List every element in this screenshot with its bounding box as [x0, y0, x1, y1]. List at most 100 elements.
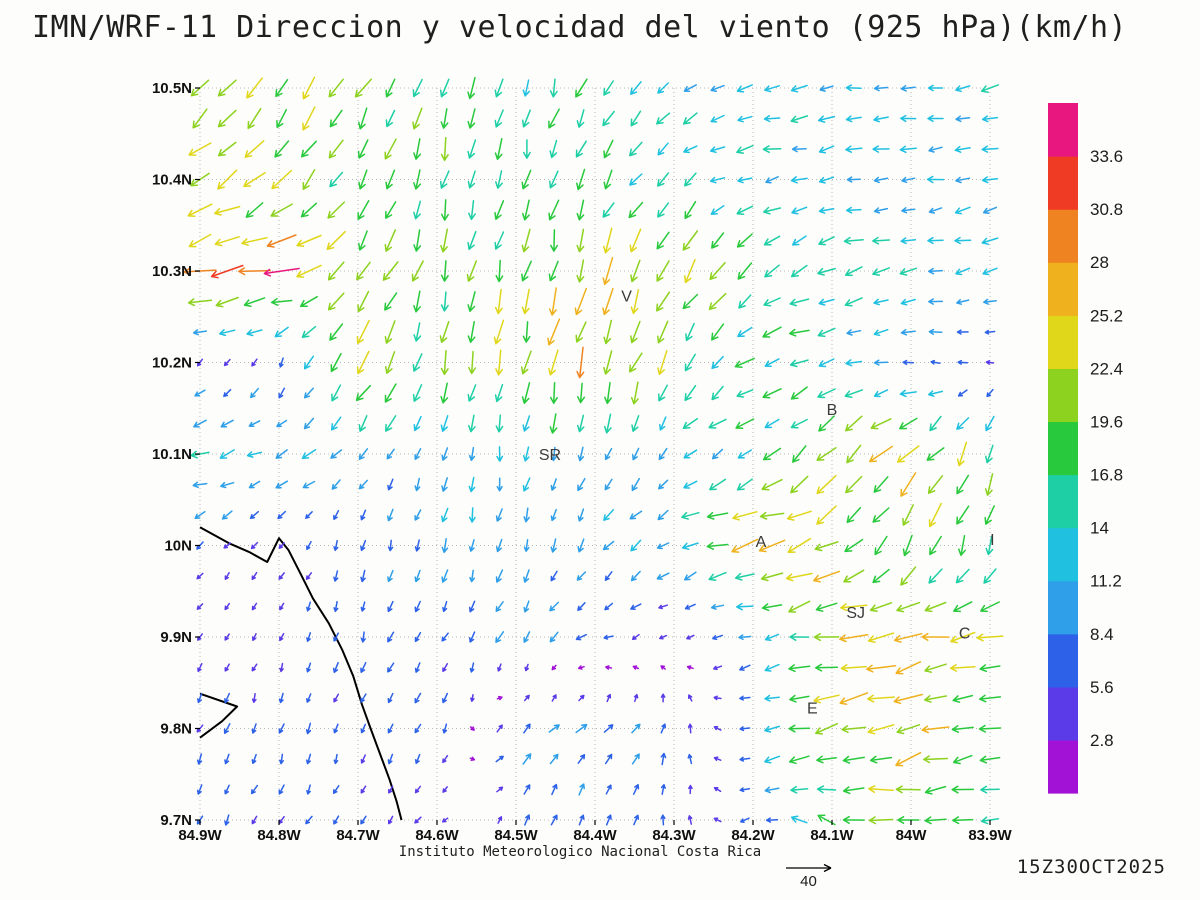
wind-arrow [709, 261, 726, 281]
wind-arrow [737, 262, 753, 280]
wind-arrow [468, 600, 476, 613]
x-tick-label: 84.5W [494, 827, 538, 844]
wind-arrow [709, 146, 726, 154]
wind-arrow [839, 634, 869, 643]
wind-arrow [899, 145, 917, 154]
wind-arrow [950, 631, 976, 644]
wind-arrow [602, 110, 615, 127]
wind-arrow [927, 475, 944, 494]
wind-arrow [956, 417, 970, 430]
wind-arrow [196, 603, 204, 610]
wind-arrow [816, 505, 837, 525]
wind-arrow [357, 200, 370, 220]
wind-arrow [306, 632, 312, 642]
wind-arrow [248, 480, 261, 489]
wind-arrow [496, 446, 504, 462]
wind-arrow [251, 663, 258, 672]
wind-arrow [764, 633, 780, 642]
wind-arrow [978, 724, 1002, 733]
wind-arrow [954, 145, 971, 153]
wind-arrow [816, 755, 837, 764]
wind-arrow [605, 814, 612, 826]
wind-arrow [522, 79, 531, 97]
wind-arrow [984, 505, 995, 525]
wind-arrow [251, 602, 258, 611]
wind-arrow [414, 631, 422, 643]
wind-arrow [949, 663, 976, 672]
wind-arrow [603, 169, 613, 190]
wind-arrow [270, 297, 293, 306]
wind-arrow [896, 445, 920, 463]
chart-title: IMN/WRF-11 Direccion y velocidad del vie… [32, 10, 1128, 45]
wind-arrow [303, 387, 314, 399]
wind-arrow [467, 139, 477, 159]
wind-arrow [302, 169, 316, 190]
wind-arrow [442, 786, 448, 793]
wind-arrow [246, 451, 263, 458]
wind-arrow [333, 632, 340, 642]
wind-arrow [873, 328, 889, 337]
wind-arrow [656, 291, 671, 312]
wind-arrow [683, 480, 698, 489]
wind-arrow [658, 384, 668, 402]
wind-arrow [986, 388, 994, 398]
wind-arrow [412, 78, 423, 98]
wind-arrow [549, 170, 559, 189]
wind-arrow [278, 357, 284, 368]
wind-arrow [187, 298, 213, 307]
wind-arrow [224, 692, 231, 704]
wind-arrow [387, 539, 394, 552]
wind-arrow [872, 507, 890, 523]
wind-arrow [985, 535, 994, 556]
wind-arrow [496, 786, 504, 793]
wind-arrow [274, 140, 290, 158]
wind-arrow [385, 415, 397, 432]
wind-arrow [442, 723, 448, 734]
wind-arrow [575, 321, 587, 343]
wind-arrow [210, 264, 244, 279]
wind-arrow [495, 170, 503, 189]
wind-arrow [467, 384, 477, 402]
wind-arrow [845, 475, 863, 494]
wind-arrow [575, 78, 588, 98]
wind-arrow [214, 205, 241, 216]
wind-arrow [360, 509, 367, 521]
wind-arrow [302, 480, 316, 489]
wind-arrow [708, 292, 727, 311]
wind-arrow [602, 202, 615, 218]
wind-arrow [387, 662, 395, 673]
wind-arrow [762, 388, 782, 399]
wind-arrow [739, 787, 751, 793]
wind-arrow [299, 295, 318, 308]
wind-arrow [736, 233, 753, 248]
wind-arrow [413, 138, 422, 160]
wind-arrow [706, 511, 729, 520]
wind-arrow [223, 358, 231, 367]
wind-arrow [220, 419, 234, 428]
wind-arrow [684, 172, 697, 187]
wind-arrow [633, 814, 640, 826]
wind-arrow [494, 200, 505, 220]
wind-arrow [734, 572, 755, 581]
wind-arrow [215, 296, 239, 308]
wind-arrow [524, 814, 531, 826]
wind-arrow [577, 754, 586, 764]
wind-arrow [657, 82, 669, 94]
wind-arrow [629, 352, 643, 373]
wind-arrow [251, 815, 258, 825]
wind-arrow [843, 569, 865, 583]
wind-arrow [223, 388, 232, 398]
wind-arrow [441, 817, 449, 823]
wind-arrow [841, 725, 867, 734]
wind-arrow [603, 350, 613, 375]
wind-arrow [495, 755, 504, 763]
wind-arrow [466, 260, 478, 282]
wind-arrow [980, 601, 1000, 613]
wind-arrow [657, 349, 668, 376]
wind-arrow [736, 602, 754, 611]
wind-arrow [687, 694, 693, 702]
wind-arrow [604, 381, 612, 405]
wind-arrow [493, 319, 505, 345]
wind-arrow [899, 417, 918, 430]
wind-arrow [523, 600, 530, 613]
